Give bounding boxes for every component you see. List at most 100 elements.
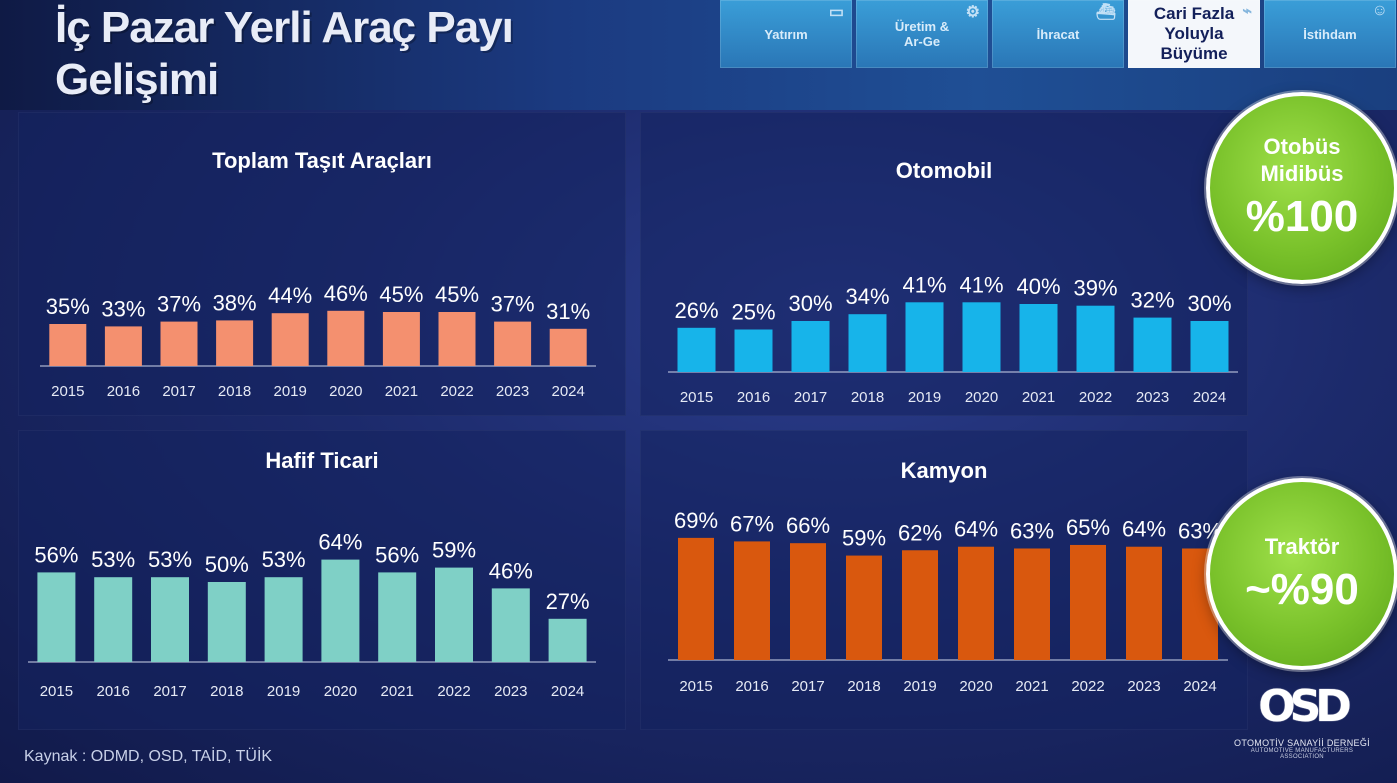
data-label-car-2016: 25% (731, 300, 775, 325)
tick-label-car-2015: 2015 (680, 389, 713, 406)
data-label-truck-2018: 59% (842, 526, 886, 551)
data-label-total-2017: 37% (157, 292, 201, 317)
bar-total-2020 (327, 310, 365, 366)
data-label-car-2022: 39% (1073, 276, 1117, 301)
data-label-truck-2020: 64% (954, 517, 998, 542)
tick-label-total-2024: 2024 (552, 383, 585, 400)
bar-truck-2021 (1014, 548, 1050, 660)
data-label-total-2015: 35% (46, 294, 90, 319)
data-label-truck-2019: 62% (898, 520, 942, 545)
data-label-total-2016: 33% (101, 296, 145, 321)
bar-truck-2018 (846, 555, 882, 660)
data-label-car-2018: 34% (845, 284, 889, 309)
bar-total-2015 (49, 324, 87, 366)
data-label-lcv-2019: 53% (262, 547, 306, 572)
tick-label-car-2021: 2021 (1022, 389, 1055, 406)
bar-car-2015 (677, 327, 716, 372)
bar-total-2017 (160, 321, 198, 366)
data-label-truck-2017: 66% (786, 513, 830, 538)
data-label-truck-2022: 65% (1066, 515, 1110, 540)
badge-bus-value: %100 (1245, 192, 1359, 241)
data-label-total-2024: 31% (546, 299, 590, 324)
tick-label-car-2018: 2018 (851, 389, 884, 406)
tick-label-truck-2015: 2015 (679, 678, 712, 695)
tick-label-total-2016: 2016 (107, 383, 140, 400)
tick-label-truck-2018: 2018 (847, 678, 880, 695)
tab-uretim-arge[interactable]: Üretim & Ar-Ge ⚙ (856, 0, 988, 68)
tick-label-lcv-2022: 2022 (437, 683, 470, 700)
gears-icon: ⚙ (965, 4, 980, 21)
tab-istihdam-label: İstihdam (1303, 26, 1357, 42)
tick-label-total-2019: 2019 (274, 383, 307, 400)
people-icon: ☺ (1371, 2, 1388, 19)
data-label-car-2024: 30% (1187, 291, 1231, 316)
data-label-total-2021: 45% (379, 282, 423, 307)
bar-lcv-2019 (264, 577, 303, 662)
tick-label-lcv-2017: 2017 (153, 683, 186, 700)
bar-truck-2017 (790, 543, 826, 660)
data-label-car-2015: 26% (674, 298, 718, 323)
tick-label-total-2023: 2023 (496, 383, 529, 400)
bar-lcv-2017 (151, 577, 189, 662)
page-title-line2: Gelişimi (55, 55, 219, 104)
bar-total-2023 (494, 321, 532, 366)
factory-icon: ▭ (828, 4, 844, 21)
bar-car-2024 (1190, 321, 1229, 372)
osd-logo-line2: AUTOMOTIVE MANUFACTURERS ASSOCIATION (1250, 748, 1354, 760)
data-label-lcv-2020: 64% (318, 530, 362, 555)
tick-label-lcv-2016: 2016 (97, 683, 130, 700)
data-label-total-2020: 46% (324, 281, 368, 306)
tick-label-lcv-2024: 2024 (551, 683, 584, 700)
tab-istihdam[interactable]: İstihdam ☺ (1264, 0, 1396, 68)
tick-label-truck-2017: 2017 (791, 678, 824, 695)
bar-car-2019 (905, 302, 944, 372)
tick-label-total-2018: 2018 (218, 383, 251, 400)
bar-car-2016 (734, 329, 773, 372)
tick-label-truck-2021: 2021 (1015, 678, 1048, 695)
data-label-total-2023: 37% (491, 292, 535, 317)
badge-bus: Otobüs Midibüs %100 (1206, 92, 1397, 284)
tick-label-car-2022: 2022 (1079, 389, 1112, 406)
tick-label-lcv-2019: 2019 (267, 683, 300, 700)
badge-tractor: Traktör ~%90 (1206, 478, 1397, 670)
bar-total-2021 (382, 312, 420, 366)
data-label-lcv-2015: 56% (34, 542, 78, 567)
tick-label-lcv-2023: 2023 (494, 683, 527, 700)
data-label-car-2021: 40% (1016, 274, 1060, 299)
bar-lcv-2022 (435, 567, 473, 662)
bar-car-2020 (962, 302, 1001, 372)
bar-lcv-2018 (207, 582, 246, 662)
tab-cari-fazla[interactable]: Cari Fazla Yoluyla Büyüme ⌁ (1128, 0, 1260, 68)
osd-logo[interactable]: OSD OTOMOTİV SANAYİİ DERNEĞİ AUTOMOTIVE … (1232, 680, 1372, 780)
bar-total-2018 (216, 320, 254, 366)
badge-tractor-value: ~%90 (1245, 564, 1359, 614)
tick-label-car-2024: 2024 (1193, 389, 1226, 406)
data-label-lcv-2021: 56% (375, 542, 419, 567)
chart-title-total: Toplam Taşıt Araçları (212, 148, 432, 173)
bar-truck-2016 (734, 541, 770, 660)
bar-truck-2023 (1126, 546, 1162, 660)
tick-label-total-2022: 2022 (440, 383, 473, 400)
bar-truck-2015 (678, 537, 714, 660)
chart-title-lcv: Hafif Ticari (265, 448, 379, 473)
data-label-total-2019: 44% (268, 283, 312, 308)
bar-car-2018 (848, 314, 887, 372)
data-label-total-2022: 45% (435, 282, 479, 307)
data-label-car-2020: 41% (959, 272, 1003, 297)
bar-car-2022 (1076, 305, 1115, 372)
data-label-car-2019: 41% (902, 272, 946, 297)
bar-car-2023 (1133, 317, 1172, 372)
tick-label-car-2019: 2019 (908, 389, 941, 406)
chart-title-car: Otomobil (895, 158, 993, 183)
tick-label-truck-2022: 2022 (1071, 678, 1104, 695)
ship-icon: ⛴ (1095, 4, 1116, 21)
growth-chart-icon: ⌁ (1242, 3, 1252, 20)
tick-label-total-2015: 2015 (51, 383, 84, 400)
chart-title-truck: Kamyon (900, 458, 988, 483)
tab-ihracat[interactable]: İhracat ⛴ (992, 0, 1124, 68)
data-label-truck-2015: 69% (674, 508, 718, 533)
tab-yatirim[interactable]: Yatırım ▭ (720, 0, 852, 68)
page-title-line1: İç Pazar Yerli Araç Payı (55, 3, 514, 52)
osd-logo-line1: OTOMOTİV SANAYİİ DERNEĞİ (1234, 738, 1370, 748)
